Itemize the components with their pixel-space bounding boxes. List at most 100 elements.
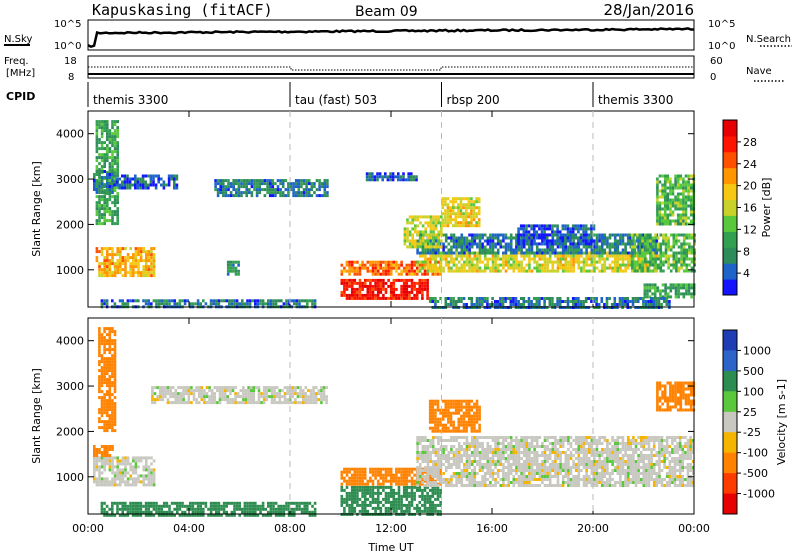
heatmap-cell — [504, 233, 508, 237]
heatmap-cell — [457, 221, 460, 225]
heatmap-cell — [431, 248, 435, 252]
heatmap-cell — [116, 471, 119, 475]
heatmap-cell — [384, 281, 388, 285]
heatmap-cell — [418, 290, 422, 294]
heatmap-cell — [489, 233, 492, 237]
heatmap-cell — [292, 194, 295, 198]
heatmap-cell — [255, 188, 259, 192]
heatmap-cell — [100, 147, 104, 151]
heatmap-cell — [530, 239, 533, 243]
heatmap-cell — [142, 465, 145, 469]
heatmap-cell — [564, 227, 567, 231]
heatmap-cell — [437, 233, 440, 237]
heatmap-cell — [427, 233, 430, 237]
y-tick-label: 2000 — [56, 218, 84, 231]
heatmap-cell — [477, 221, 481, 225]
heatmap-cell — [605, 303, 609, 306]
heatmap-cell — [277, 513, 280, 517]
heatmap-cell — [431, 503, 435, 507]
heatmap-cell — [113, 378, 117, 382]
heatmap-cell — [134, 459, 138, 463]
heatmap-cell — [103, 480, 106, 484]
heatmap-cell — [113, 396, 117, 400]
heatmap-cell — [212, 501, 215, 505]
heatmap-cell — [434, 245, 438, 249]
heatmap-cell — [304, 392, 308, 396]
heatmap-cell — [528, 260, 531, 264]
heatmap-cell — [582, 300, 585, 303]
heatmap-cell — [363, 278, 367, 282]
heatmap-cell — [273, 398, 276, 402]
heatmap-cell — [111, 372, 114, 376]
heatmap-cell — [666, 295, 670, 299]
heatmap-cell — [486, 242, 490, 246]
heatmap-cell — [232, 194, 235, 198]
heatmap-cell — [108, 507, 111, 511]
heatmap-cell — [197, 401, 201, 405]
heatmap-cell — [662, 269, 665, 273]
heatmap-cell — [340, 293, 344, 297]
heatmap-cell — [106, 265, 109, 269]
heatmap-cell — [666, 180, 670, 184]
heatmap-cell — [666, 219, 670, 223]
heatmap-cell — [111, 513, 114, 517]
heatmap-cell — [348, 284, 351, 288]
heatmap-cell — [134, 250, 138, 254]
heatmap-cell — [424, 254, 427, 258]
heatmap-cell — [116, 150, 119, 154]
heatmap-cell — [303, 507, 306, 511]
heatmap-cell — [293, 510, 296, 514]
heatmap-cell — [167, 177, 171, 181]
heatmap-cell — [674, 207, 677, 211]
heatmap-cell — [123, 186, 127, 190]
heatmap-cell — [389, 260, 393, 264]
heatmap-cell — [593, 248, 596, 252]
freq-unit: [MHz] — [6, 68, 35, 79]
heatmap-cell — [100, 168, 104, 172]
heatmap-cell — [633, 266, 637, 270]
heatmap-cell — [313, 510, 317, 514]
heatmap-cell — [108, 330, 112, 334]
heatmap-cell — [439, 488, 442, 492]
heatmap-cell — [113, 268, 117, 272]
heatmap-cell — [548, 251, 552, 255]
heatmap-cell — [515, 254, 518, 258]
heatmap-cell — [690, 286, 693, 290]
heatmap-cell — [100, 170, 104, 173]
heatmap-cell — [416, 269, 419, 273]
heatmap-cell — [600, 300, 604, 303]
heatmap-cell — [465, 245, 469, 249]
heatmap-cell — [514, 297, 518, 300]
heatmap-cell — [137, 480, 140, 484]
heatmap-cell — [287, 194, 290, 198]
heatmap-cell — [463, 254, 466, 258]
heatmap-cell — [444, 203, 447, 207]
heatmap-cell — [541, 257, 544, 261]
heatmap-cell — [674, 174, 677, 178]
heatmap-cell — [423, 506, 427, 510]
heatmap-cell — [147, 253, 151, 257]
heatmap-cell — [551, 297, 554, 300]
heatmap-cell — [663, 192, 667, 196]
heatmap-cell — [257, 389, 261, 393]
heatmap-cell — [231, 401, 235, 405]
heatmap-cell — [111, 253, 114, 257]
heatmap-cell — [121, 459, 125, 463]
heatmap-cell — [108, 132, 112, 136]
heatmap-cell — [191, 501, 195, 505]
heatmap-cell — [108, 339, 112, 343]
heatmap-cell — [649, 233, 652, 237]
heatmap-cell — [655, 251, 659, 255]
heatmap-cell — [467, 215, 471, 219]
heatmap-cell — [410, 178, 413, 182]
heatmap-cell — [656, 263, 660, 267]
heatmap-cell — [389, 266, 393, 270]
heatmap-cell — [437, 221, 440, 225]
heatmap-cell — [271, 188, 275, 192]
heatmap-cell — [553, 224, 557, 228]
heatmap-cell — [304, 398, 308, 402]
heatmap-cell — [574, 303, 578, 306]
heatmap-cell — [348, 296, 351, 300]
heatmap-cell — [662, 251, 665, 255]
